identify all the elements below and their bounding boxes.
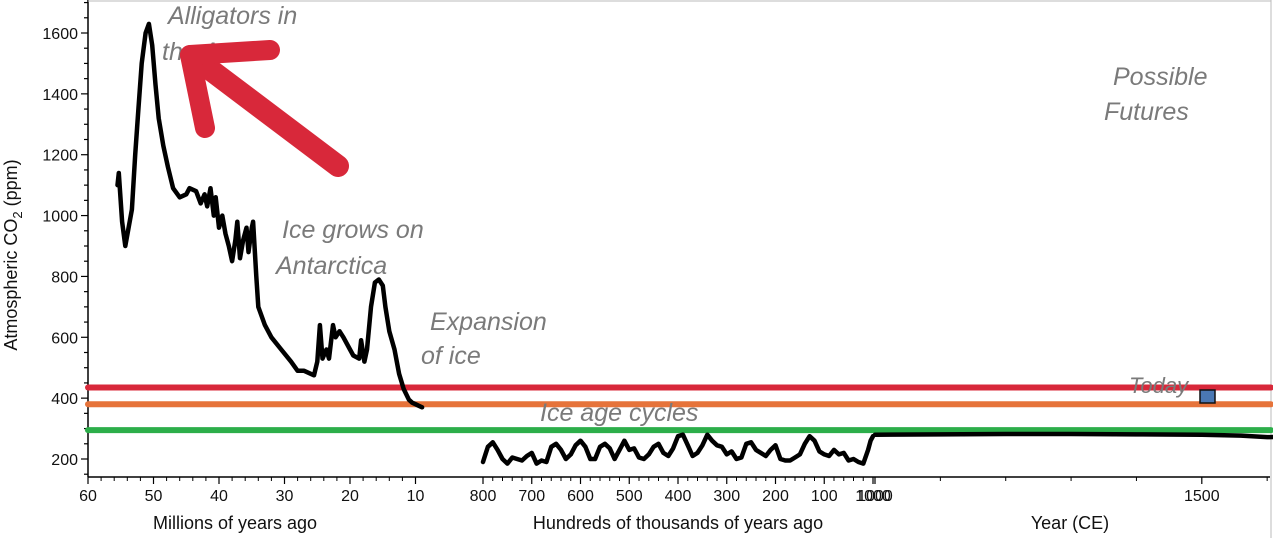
series-line: [115, 21, 425, 410]
series-line: [872, 431, 1273, 440]
arrow-head-top: [180, 40, 280, 65]
series-line: [480, 432, 876, 466]
annotation-possible-line2: Futures: [1104, 98, 1189, 126]
x-axis-title: Year (CE): [1031, 513, 1109, 533]
x-tick-label: 500: [616, 488, 643, 505]
series-group: [115, 21, 1273, 466]
x-tick-label: 400: [665, 488, 692, 505]
arrow-icon: [180, 40, 349, 177]
x-tick-label: 1000: [855, 488, 891, 505]
y-tick-label: 1000: [42, 209, 78, 226]
y-tick-label: 800: [51, 269, 78, 286]
y-tick-label: 400: [51, 391, 78, 408]
annotation-today: Today: [1129, 373, 1190, 398]
x-tick-label: 60: [79, 488, 97, 505]
today-square: [1199, 389, 1216, 404]
x-tick-label: 300: [713, 488, 740, 505]
x-tick-label: 30: [276, 488, 294, 505]
y-tick-label: 1200: [42, 148, 78, 165]
x-tick-label: 50: [145, 488, 163, 505]
annotation-expansion-line2: of ice: [421, 342, 481, 370]
annotation-ice-grows-line2: Antarctica: [274, 252, 387, 280]
x-axis-title: Hundreds of thousands of years ago: [533, 513, 823, 533]
y-tick-label: 600: [51, 330, 78, 347]
x-tick-label: 40: [210, 488, 228, 505]
y-tick-label: 1400: [42, 87, 78, 104]
y-tick-label: 200: [51, 452, 78, 469]
x-tick-label: 200: [762, 488, 789, 505]
annotation-possible-line1: Possible: [1113, 63, 1208, 91]
x-tick-label: 800: [470, 488, 497, 505]
arrow-head-bottom: [180, 45, 215, 138]
x-tick-label: 700: [518, 488, 545, 505]
y-tick-label: 1600: [42, 26, 78, 43]
annotation-alligators-line1: Alligators in: [166, 2, 297, 30]
x-tick-label: 100: [811, 488, 838, 505]
x-axis-title: Millions of years ago: [153, 513, 317, 533]
reference-lines-group: [85, 384, 1273, 434]
annotation-ice-age-cycles: Ice age cycles: [540, 399, 698, 427]
x-tick-label: 10: [407, 488, 425, 505]
annotation-ice-grows-line1: Ice grows on: [282, 216, 424, 244]
y-axis-title: Atmospheric CO2 (ppm): [1, 159, 25, 350]
annotation-expansion-line1: Expansion: [430, 308, 547, 336]
arrow-shaft: [189, 51, 349, 177]
x-tick-label: 1000: [857, 488, 893, 505]
x-tick-label: 20: [341, 488, 359, 505]
x-tick-label: 600: [567, 488, 594, 505]
x-tick-label: 1500: [1184, 488, 1220, 505]
today-marker: [1199, 389, 1216, 404]
